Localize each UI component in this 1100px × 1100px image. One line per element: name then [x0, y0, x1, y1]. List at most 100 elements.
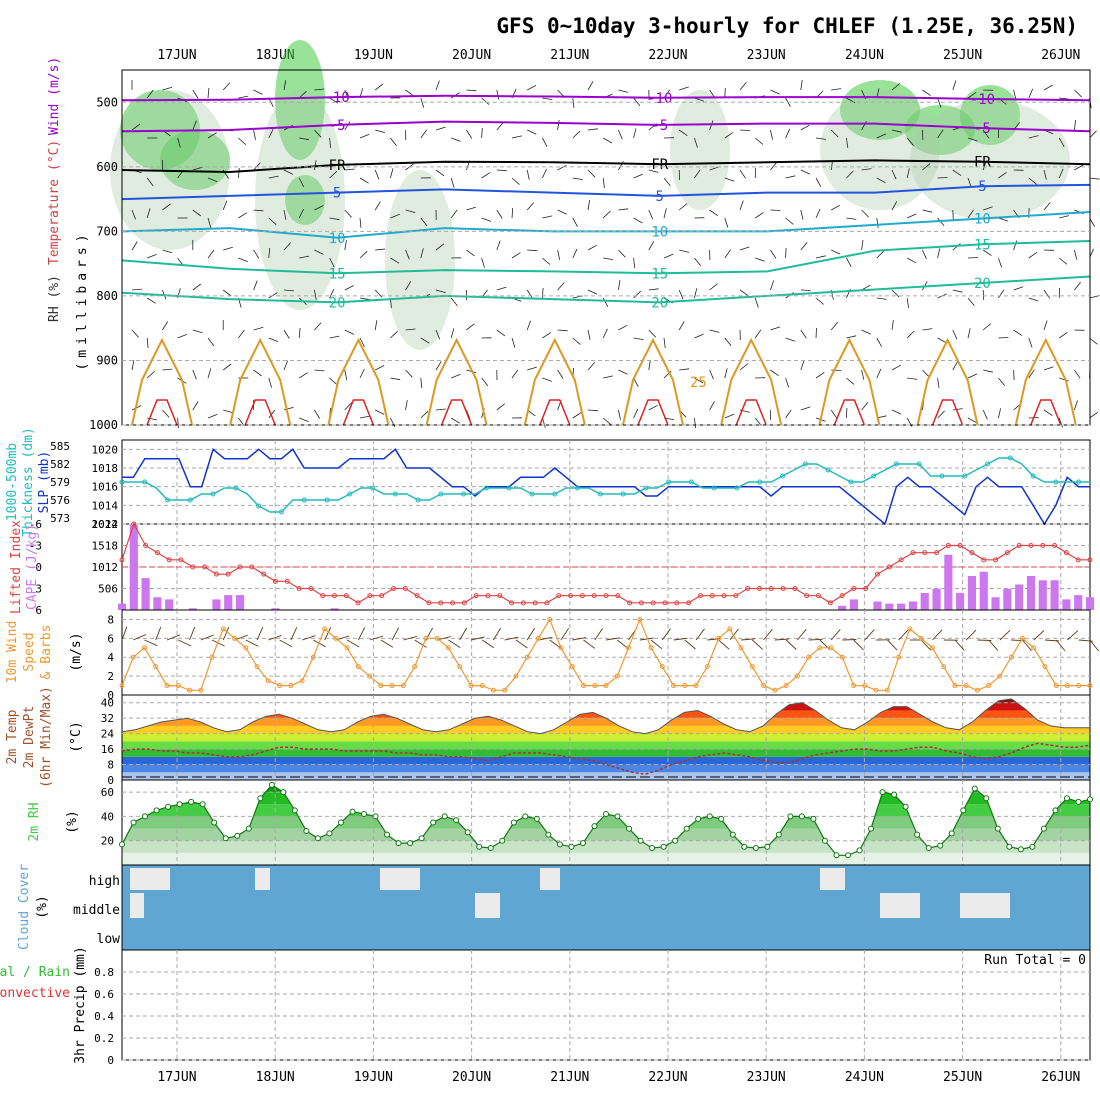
wind-barb: [359, 415, 370, 419]
rh-marker: [568, 843, 575, 850]
surface-wind-barb: [290, 627, 298, 641]
cloud-unit: (%): [35, 895, 50, 918]
wind-barb: [800, 124, 810, 131]
cape-tick: 1518: [92, 540, 119, 553]
li-marker: [615, 593, 621, 599]
thickness-marker: [415, 497, 421, 503]
wind-barb: [1028, 369, 1035, 379]
wind-barb: [770, 162, 778, 171]
rh-marker: [130, 819, 137, 826]
wind-barb: [1059, 377, 1069, 382]
slp-label-group: SLP (mb): [37, 451, 52, 514]
wind-barb: [405, 89, 414, 97]
wind-barb: [800, 406, 811, 411]
rh-marker: [303, 828, 310, 834]
wind-barb: [329, 137, 331, 148]
surface-wind-barb: [774, 638, 789, 641]
surface-wind-barb: [380, 639, 394, 648]
wind-barb: [952, 209, 954, 221]
surface-wind-barb: [301, 635, 316, 641]
wind-barb: [314, 369, 325, 372]
rh-marker: [614, 813, 621, 820]
wind-barb: [375, 365, 385, 371]
thickness-tick: 582: [50, 458, 70, 471]
wind-barb: [253, 280, 258, 291]
wind-barb: [238, 137, 247, 145]
wind-speed-marker: [310, 654, 316, 660]
wind-barb: [314, 409, 321, 419]
wind-tick: 8: [107, 613, 114, 626]
wind-label-3-group: & Barbs: [39, 625, 54, 680]
wind-barb: [861, 329, 871, 335]
wind-speed-marker: [389, 683, 395, 689]
wind-speed-marker: [929, 645, 935, 651]
rh-marker: [1075, 798, 1082, 805]
wind-barb: [876, 177, 886, 184]
wind-barb: [207, 368, 212, 379]
wind-speed-marker: [873, 687, 879, 693]
wind-speed-marker: [1087, 683, 1093, 689]
thickness-marker: [1007, 455, 1013, 461]
hot-contour: [931, 399, 964, 426]
wind-barb: [374, 201, 381, 211]
wind-barb: [633, 337, 644, 340]
rh-marker: [384, 831, 391, 838]
warm-contour: [1014, 337, 1077, 426]
thickness-marker: [210, 491, 216, 497]
wind-barb: [298, 327, 301, 339]
wind-speed-marker: [603, 683, 609, 689]
thickness-marker: [461, 491, 467, 497]
wind-barb: [678, 289, 684, 300]
li-marker: [414, 593, 420, 599]
wind-barb: [800, 242, 808, 251]
hot-contour: [637, 399, 669, 426]
cape-bar: [873, 601, 882, 610]
wind-barb: [663, 253, 674, 259]
wind-barb: [192, 166, 203, 171]
wind-speed-marker: [907, 626, 913, 632]
precip-total-label: Total / Rain: [0, 965, 70, 980]
surface-wind-barb: [313, 639, 326, 648]
cape-bar: [838, 605, 847, 610]
rh-marker: [211, 819, 218, 826]
y-tick-label: 700: [96, 224, 118, 238]
thickness-marker: [324, 497, 330, 503]
cloud-gap: [130, 868, 170, 890]
wind-barb: [694, 169, 701, 179]
wind-barb: [678, 321, 685, 331]
wind-barb: [603, 137, 613, 144]
temp-unit: (°C): [69, 721, 84, 752]
rh-marker: [833, 852, 840, 859]
wind-barb: [162, 203, 171, 211]
li-marker: [780, 586, 786, 591]
rh-marker: [245, 825, 252, 832]
wind-barb: [542, 257, 551, 265]
thickness-marker: [392, 491, 398, 497]
wind-barb: [587, 81, 594, 91]
cloud-gap: [960, 893, 1010, 918]
thickness-marker: [370, 485, 376, 491]
wind-barb: [177, 137, 181, 148]
temp-tick: 40: [101, 697, 114, 710]
wind-barb: [329, 288, 335, 299]
wind-barb: [861, 284, 871, 291]
rh-shading-light: [255, 90, 345, 310]
wind-barb: [450, 209, 458, 219]
wind-barb: [922, 249, 927, 260]
wind-barb: [830, 322, 838, 331]
wind-barb: [587, 244, 597, 251]
cape-bar: [1026, 576, 1036, 610]
wind-barb: [785, 128, 791, 139]
warm-contour: [818, 337, 881, 426]
wind-tick: 4: [107, 651, 114, 664]
wind-barb: [329, 97, 339, 104]
wind-barb: [770, 129, 773, 140]
thickness-marker: [347, 491, 353, 497]
warm-contour: [622, 337, 684, 426]
wind-barb: [162, 409, 170, 418]
li-marker: [957, 543, 963, 548]
wind-barb: [298, 90, 307, 99]
wind-barb: [435, 243, 445, 251]
surface-wind-barb: [357, 627, 366, 641]
